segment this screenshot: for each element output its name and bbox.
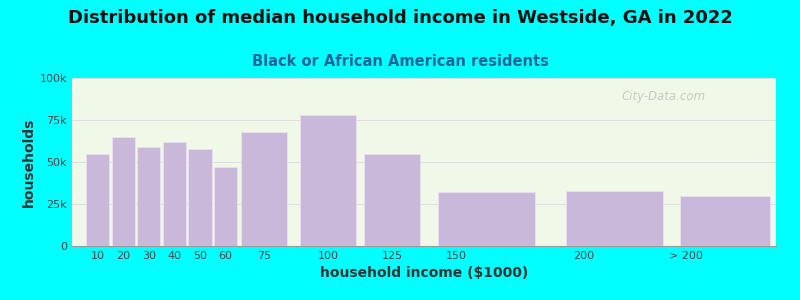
Bar [364,154,420,246]
Bar [241,132,287,246]
Text: City-Data.com: City-Data.com [621,90,706,103]
Bar [680,196,770,246]
Bar [214,167,237,246]
Text: Black or African American residents: Black or African American residents [251,54,549,69]
Bar [86,154,109,246]
X-axis label: household income ($1000): household income ($1000) [320,266,528,280]
Bar [112,137,134,246]
Y-axis label: households: households [22,117,35,207]
Bar [566,190,663,246]
Bar [163,142,186,246]
Bar [189,148,211,246]
Bar [138,147,160,246]
Text: Distribution of median household income in Westside, GA in 2022: Distribution of median household income … [67,9,733,27]
Bar [300,115,356,246]
Bar [438,192,535,246]
